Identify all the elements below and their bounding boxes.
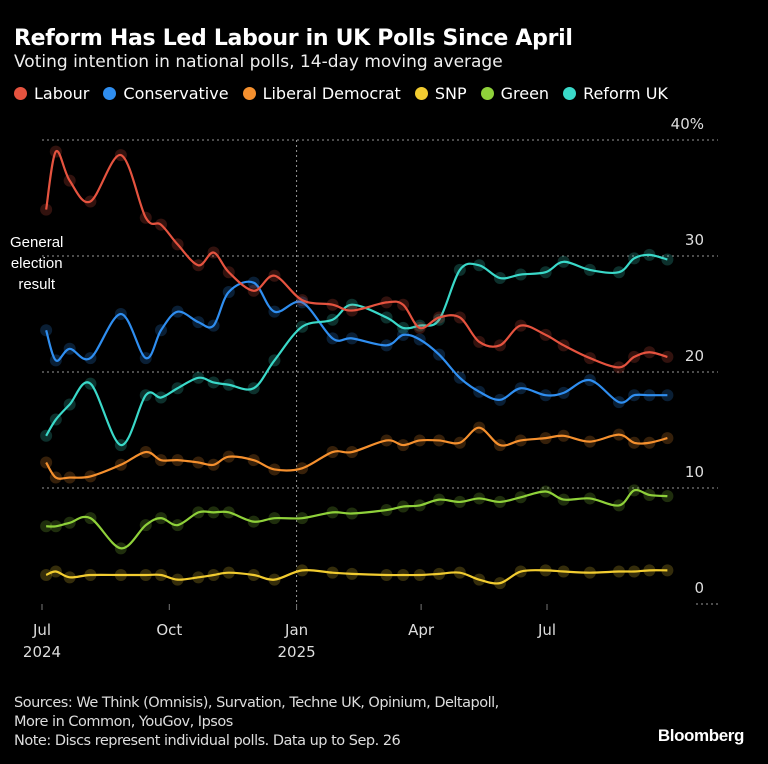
legend-swatch <box>563 87 577 100</box>
legend-label: Conservative <box>123 84 229 103</box>
legend-item: Liberal Democrat <box>242 84 401 103</box>
series-line-green <box>46 488 668 550</box>
legend-swatch <box>103 87 117 100</box>
footnote: Sources: We Think (Omnisis), Survation, … <box>14 694 499 751</box>
chart-title: Reform Has Led Labour in UK Polls Since … <box>14 26 573 51</box>
x-tick-label: Apr <box>408 621 435 639</box>
legend-item: Green <box>480 84 550 103</box>
series-line-snp <box>45 569 668 585</box>
x-tick-year: 2024 <box>23 643 61 661</box>
x-tick-year: 2025 <box>277 643 315 661</box>
legend-swatch <box>242 87 256 100</box>
series-line-liberal-democrat <box>45 426 668 480</box>
legend-label: Liberal Democrat <box>262 84 401 103</box>
legend-swatch <box>480 87 494 100</box>
legend-item: Labour <box>14 84 89 103</box>
general-election-annotation: General election result <box>10 232 63 295</box>
y-tick-label: 20 <box>685 347 704 365</box>
annotation-line: General <box>10 234 64 251</box>
legend: Labour Conservative Liberal Democrat SNP Gre… <box>14 84 668 103</box>
legend-item: SNP <box>414 84 467 103</box>
y-tick-label: 30 <box>685 231 704 249</box>
sources-text: More in Common, YouGov, Ipsos <box>14 714 233 730</box>
legend-item: Conservative <box>103 84 229 103</box>
series-line-conservative <box>45 280 668 404</box>
x-tick-label: Oct <box>156 621 182 639</box>
series-line-reform-uk <box>45 253 668 447</box>
legend-item: Reform UK <box>563 84 668 103</box>
annotation-line: election <box>10 255 63 272</box>
x-tick-label: Jan <box>284 621 308 639</box>
legend-label: Labour <box>34 84 90 103</box>
x-tick-label: Jul <box>32 621 51 639</box>
y-tick-label: 10 <box>685 463 704 481</box>
series-line-labour <box>45 150 668 369</box>
legend-swatch <box>414 87 428 100</box>
legend-label: SNP <box>434 84 467 103</box>
annotation-line: result <box>18 276 56 293</box>
x-tick-label: Jul <box>537 621 556 639</box>
legend-label: Reform UK <box>583 84 668 103</box>
y-tick-label: 40% <box>671 115 704 133</box>
note-text: Note: Discs represent individual polls. … <box>14 733 401 749</box>
bloomberg-logo: Bloomberg <box>657 726 745 745</box>
legend-swatch <box>14 87 27 100</box>
sources-text: Sources: We Think (Omnisis), Survation, … <box>14 695 499 711</box>
legend-label: Green <box>500 84 550 103</box>
chart-subtitle: Voting intention in national polls, 14-d… <box>14 52 503 72</box>
y-tick-label: 0 <box>694 579 704 597</box>
